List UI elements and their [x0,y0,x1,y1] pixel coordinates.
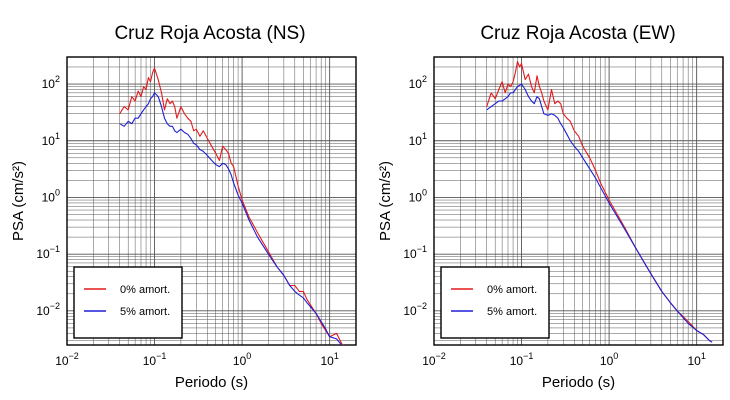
panel-1-xlabel: Periodo (s) [175,374,248,391]
panel-2-series-group [486,60,713,343]
panel-1-series-damped [119,92,343,345]
x-tick-label: 101 [320,351,338,368]
panel-1-series-group [119,67,344,345]
legend-box [440,266,550,339]
legend-label: 5% amort. [120,306,170,318]
y-tick-label: 101 [42,131,60,148]
y-tick-label: 10−1 [403,244,427,261]
y-tick-label: 101 [409,131,427,148]
panel-2-title: Cruz Roja Acosta (EW) [480,23,675,44]
legend-box [73,266,183,339]
panel-2-series-damped [486,83,713,343]
x-tick-label: 10−1 [510,351,534,368]
x-tick-label: 100 [233,351,251,368]
panel-1: Cruz Roja Acosta (NS) 10−2 10−1 100 101 10−2 1… [10,23,357,391]
panel-1-frame [66,56,357,346]
x-tick-label: 10−2 [55,351,79,368]
panel-2-ylabel: PSA (cm/s²) [377,161,394,241]
y-tick-label: 10−2 [403,301,427,318]
x-tick-label: 100 [600,351,618,368]
x-tick-label: 101 [687,351,705,368]
panel-1-legend: 0% amort. 5% amort. [73,266,183,339]
panel-2-frame [433,56,724,346]
y-tick-label: 10−1 [36,244,60,261]
y-tick-label: 10−2 [36,301,60,318]
panel-1-series-undamped [119,67,344,345]
panel-2: Cruz Roja Acosta (EW) 10−2 10−1 100 101 10−2 1… [377,23,724,391]
x-tick-label: 10−1 [143,351,167,368]
panel-1-title: Cruz Roja Acosta (NS) [114,23,305,44]
x-tick-label: 10−2 [422,351,446,368]
legend-label: 0% amort. [487,284,537,296]
panel-1-grid [67,57,356,345]
panel-1-ylabel: PSA (cm/s²) [10,161,27,241]
y-tick-label: 102 [409,74,427,91]
legend-label: 5% amort. [487,306,537,318]
panel-2-legend: 0% amort. 5% amort. [440,266,550,339]
panel-2-xlabel: Periodo (s) [542,374,615,391]
legend-label: 0% amort. [120,284,170,296]
y-tick-label: 100 [409,187,427,204]
y-tick-label: 100 [42,187,60,204]
y-tick-label: 102 [42,74,60,91]
